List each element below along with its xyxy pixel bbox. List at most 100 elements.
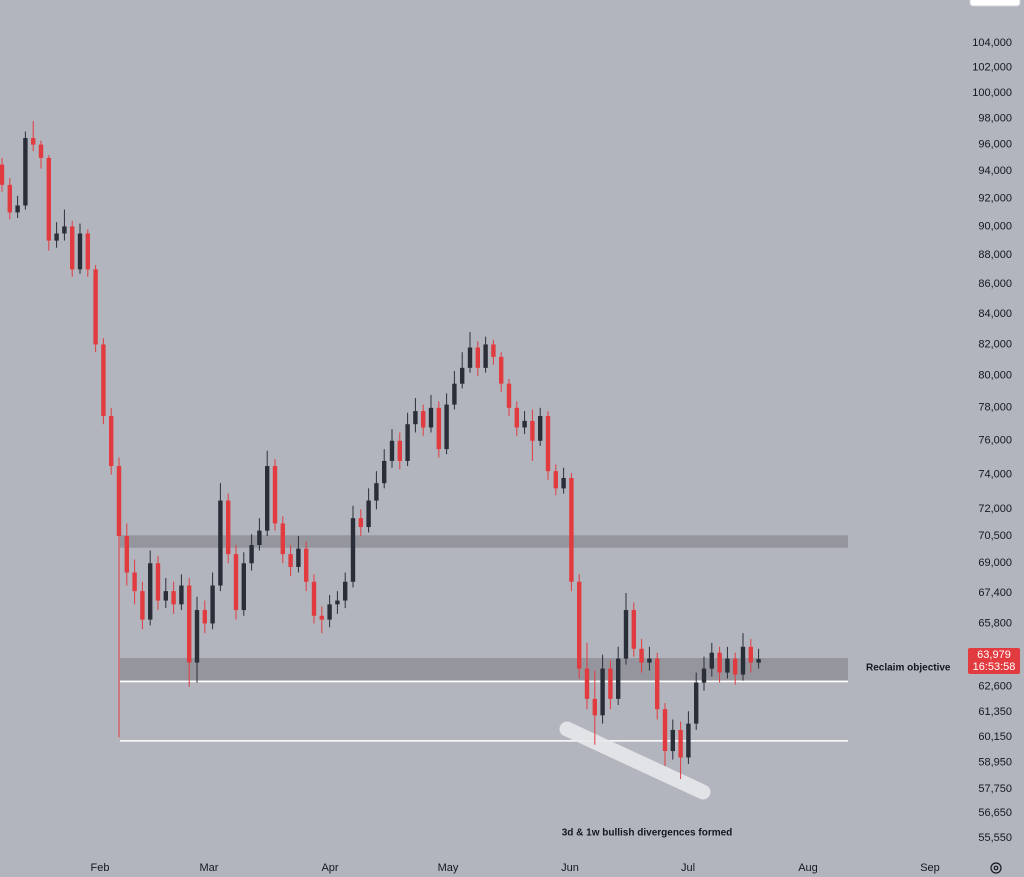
candle-body	[460, 367, 465, 384]
candle-body	[249, 545, 254, 564]
candle-body	[15, 205, 20, 213]
candle-body	[748, 646, 753, 663]
candle-body	[54, 233, 59, 241]
candle-body	[584, 668, 590, 699]
y-tick-label: 90,000	[978, 220, 1012, 232]
candle-body	[421, 411, 426, 428]
y-tick-label: 80,000	[978, 370, 1012, 382]
x-tick-label: May	[438, 862, 459, 874]
candle-body	[428, 407, 434, 428]
candle-body	[327, 604, 332, 620]
y-tick-label: 58,950	[978, 757, 1012, 769]
candle-body	[538, 415, 543, 441]
candle-body	[374, 483, 379, 501]
y-tick-label: 94,000	[978, 165, 1012, 177]
candle-body	[335, 600, 340, 605]
candle-body	[662, 709, 668, 752]
candle-body	[77, 233, 83, 270]
y-tick-label: 60,150	[978, 731, 1012, 743]
candle-body	[218, 500, 223, 586]
candle-body	[694, 682, 699, 724]
candle-body	[709, 652, 714, 669]
candle-body	[109, 415, 114, 467]
settings-icon[interactable]	[990, 862, 1002, 874]
y-tick-label: 57,750	[978, 783, 1012, 795]
candle-body	[366, 500, 371, 528]
candle-body	[202, 610, 207, 624]
candle-body	[101, 344, 106, 416]
zone	[120, 658, 848, 681]
candle-body	[545, 415, 551, 472]
candle-body	[171, 591, 176, 605]
candle-body	[31, 138, 36, 145]
candle-body	[491, 344, 496, 357]
candle-body	[686, 723, 691, 758]
candle-body	[70, 226, 75, 270]
candle-body	[413, 411, 418, 425]
candle-body	[655, 658, 660, 710]
candle-body	[93, 269, 98, 345]
candle-body	[319, 615, 324, 620]
candle-body	[7, 184, 12, 213]
y-tick-label: 76,000	[978, 435, 1012, 447]
candle-body	[623, 610, 629, 659]
y-tick-label: 92,000	[978, 192, 1012, 204]
candle-body	[499, 356, 504, 384]
candle-body	[140, 591, 145, 620]
candle-body	[577, 581, 582, 669]
candle-body	[608, 668, 613, 699]
candle-body	[475, 347, 480, 368]
candle-body	[233, 554, 239, 611]
candle-body	[569, 478, 574, 582]
candle-body	[452, 383, 457, 405]
y-tick-label: 82,000	[978, 338, 1012, 350]
candle-body	[592, 698, 597, 716]
candle-body	[163, 591, 168, 601]
y-tick-label: 84,000	[978, 308, 1012, 320]
y-tick-label: 104,000	[972, 37, 1012, 49]
symbol-box[interactable]	[969, 0, 1021, 7]
candle-body	[116, 466, 122, 536]
candle-body	[467, 347, 473, 368]
candle-body	[304, 548, 309, 582]
candle-body	[522, 420, 527, 428]
candle-body	[148, 563, 153, 620]
candle-body	[514, 407, 519, 428]
divergence-highlight	[559, 721, 711, 800]
zone	[120, 535, 848, 548]
candle-body	[155, 563, 161, 601]
gear-inner	[993, 865, 999, 871]
y-tick-label: 74,000	[978, 468, 1012, 480]
annotation-reclaim: Reclaim objective	[866, 663, 951, 674]
candle-body	[210, 585, 215, 624]
candle-body	[226, 500, 231, 555]
y-tick-label: 100,000	[972, 87, 1012, 99]
y-tick-label: 88,000	[978, 249, 1012, 261]
candle-body	[600, 668, 605, 716]
x-tick-label: Jun	[561, 862, 579, 874]
x-tick-label: Mar	[200, 862, 219, 874]
y-tick-label: 72,000	[978, 503, 1012, 515]
candle-body	[647, 658, 652, 663]
candle-body	[85, 233, 90, 270]
annotation-divergence: 3d & 1w bullish divergences formed	[562, 828, 733, 839]
candle-body	[296, 548, 301, 567]
candle-body	[444, 404, 449, 450]
candle-body	[717, 652, 722, 673]
candle-body	[23, 138, 28, 206]
candle-body	[265, 466, 270, 531]
y-tick-label: 69,000	[978, 557, 1012, 569]
last-price-tag	[968, 648, 1020, 675]
candle-body	[124, 535, 129, 573]
candle-body	[187, 585, 192, 663]
candle-body	[616, 658, 621, 699]
candle-body	[397, 440, 402, 461]
y-tick-label: 67,400	[978, 587, 1012, 599]
y-tick-label: 86,000	[978, 278, 1012, 290]
candle-body	[740, 646, 746, 675]
candle-body	[530, 420, 535, 441]
candle-body	[389, 440, 395, 461]
y-tick-label: 62,600	[978, 681, 1012, 693]
candle-body	[62, 226, 67, 234]
